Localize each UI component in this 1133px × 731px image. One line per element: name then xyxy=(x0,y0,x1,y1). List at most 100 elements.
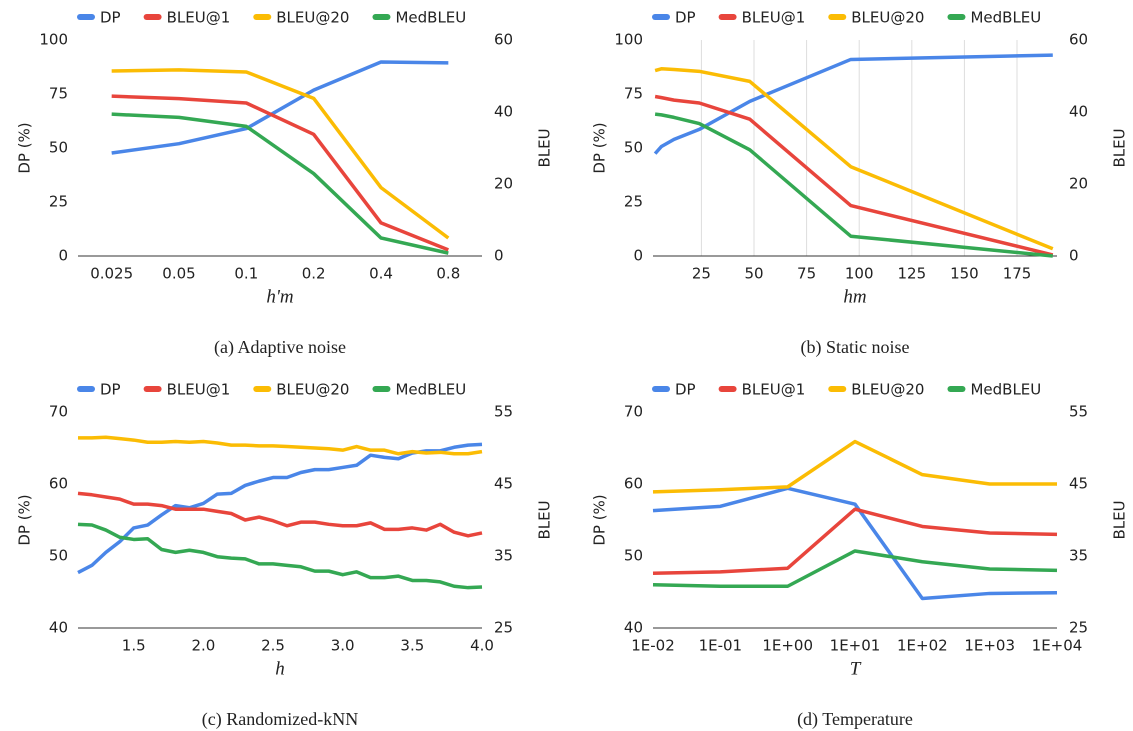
x-tick-label: 0.8 xyxy=(436,265,460,283)
y-tick-label: 100 xyxy=(39,31,68,49)
x-tick-label: 75 xyxy=(797,265,816,283)
y2-tick-label: 40 xyxy=(1069,103,1088,121)
y-tick-label: 40 xyxy=(49,619,68,637)
legend-label: MedBLEU xyxy=(395,381,466,399)
y2-tick-label: 55 xyxy=(1069,403,1088,421)
y-tick-label: 40 xyxy=(624,619,643,637)
legend-label: DP xyxy=(675,9,696,27)
series-line xyxy=(654,94,1054,257)
x-tick-label: 0.025 xyxy=(90,265,133,283)
x-tick-label: 2.0 xyxy=(191,637,215,655)
legend-label: BLEU@1 xyxy=(742,381,806,399)
x-tick-label: 1E+04 xyxy=(1032,637,1083,655)
caption: (b) Static noise xyxy=(801,337,910,358)
series-line xyxy=(78,435,483,456)
x-tick-label: 175 xyxy=(1003,265,1032,283)
series-line xyxy=(652,486,1058,601)
y-tick-label: 25 xyxy=(624,193,643,211)
x-tick-label: 50 xyxy=(744,265,763,283)
x-axis-label: T xyxy=(850,658,862,679)
series-line xyxy=(111,94,449,252)
y-tick-label: 100 xyxy=(614,31,643,49)
x-tick-label: 1E+03 xyxy=(964,637,1015,655)
series-line xyxy=(654,112,1053,258)
x-tick-label: 3.5 xyxy=(400,637,424,655)
y2-tick-label: 60 xyxy=(494,31,513,49)
legend-label: BLEU@1 xyxy=(167,381,231,399)
y-tick-label: 50 xyxy=(49,139,68,157)
caption: (a) Adaptive noise xyxy=(214,337,346,358)
y-tick-label: 0 xyxy=(58,247,68,265)
x-axis-label: hm xyxy=(843,286,866,307)
legend-label: BLEU@20 xyxy=(851,381,924,399)
y-tick-label: 75 xyxy=(624,85,643,103)
y-tick-label: 75 xyxy=(49,85,68,103)
x-tick-label: 1E+00 xyxy=(762,637,813,655)
series-line xyxy=(111,60,449,155)
legend-label: BLEU@1 xyxy=(167,9,231,27)
y2-tick-label: 45 xyxy=(1069,475,1088,493)
x-axis-label: h xyxy=(275,658,285,679)
series-line xyxy=(77,491,483,538)
y-axis-label: DP (%) xyxy=(591,494,609,545)
y2-tick-label: 60 xyxy=(1069,31,1088,49)
y2-tick-label: 20 xyxy=(1069,175,1088,193)
legend-label: BLEU@20 xyxy=(276,381,349,399)
x-tick-label: 0.05 xyxy=(162,265,195,283)
y-tick-label: 0 xyxy=(633,247,643,265)
x-tick-label: 0.4 xyxy=(369,265,393,283)
caption: (c) Randomized-kNN xyxy=(202,709,358,730)
y-tick-label: 50 xyxy=(49,547,68,565)
y2-tick-label: 25 xyxy=(494,619,513,637)
series-line xyxy=(77,442,483,575)
y2-tick-label: 35 xyxy=(1069,547,1088,565)
y-tick-label: 50 xyxy=(624,547,643,565)
x-tick-label: 1E+02 xyxy=(897,637,948,655)
y-axis-label: DP (%) xyxy=(591,122,609,173)
y2-tick-label: 45 xyxy=(494,475,513,493)
y2-axis-label: BLEU xyxy=(1111,500,1129,539)
legend-label: MedBLEU xyxy=(395,9,466,27)
legend-label: DP xyxy=(100,9,121,27)
series-line xyxy=(77,522,483,590)
series-line xyxy=(652,549,1058,588)
y-tick-label: 70 xyxy=(49,403,68,421)
legend-label: MedBLEU xyxy=(970,381,1041,399)
y2-tick-label: 20 xyxy=(494,175,513,193)
x-axis-label: h'm xyxy=(266,286,293,307)
series-line xyxy=(654,67,1054,251)
x-tick-label: 150 xyxy=(950,265,979,283)
legend-label: BLEU@20 xyxy=(851,9,924,27)
x-tick-label: 1E-01 xyxy=(699,637,743,655)
y2-axis-label: BLEU xyxy=(1111,128,1129,167)
legend-label: BLEU@20 xyxy=(276,9,349,27)
legend-label: BLEU@1 xyxy=(742,9,806,27)
y-axis-label: DP (%) xyxy=(16,494,34,545)
legend-label: DP xyxy=(100,381,121,399)
series-line xyxy=(652,439,1057,494)
y-tick-label: 60 xyxy=(49,475,68,493)
y2-tick-label: 40 xyxy=(494,103,513,121)
series-line xyxy=(653,53,1053,155)
y-tick-label: 70 xyxy=(624,403,643,421)
x-tick-label: 125 xyxy=(897,265,926,283)
series-line xyxy=(111,112,449,255)
y2-tick-label: 0 xyxy=(1069,247,1079,265)
y2-axis-label: BLEU xyxy=(536,500,554,539)
x-tick-label: 1E-02 xyxy=(631,637,675,655)
y2-tick-label: 25 xyxy=(1069,619,1088,637)
y2-tick-label: 55 xyxy=(494,403,513,421)
x-tick-label: 100 xyxy=(845,265,874,283)
y-axis-label: DP (%) xyxy=(16,122,34,173)
y2-tick-label: 35 xyxy=(494,547,513,565)
y-tick-label: 50 xyxy=(624,139,643,157)
y-tick-label: 25 xyxy=(49,193,68,211)
legend-label: MedBLEU xyxy=(970,9,1041,27)
series-line xyxy=(652,507,1058,576)
series-line xyxy=(111,68,450,240)
x-tick-label: 4.0 xyxy=(470,637,494,655)
caption: (d) Temperature xyxy=(797,709,913,730)
y2-tick-label: 0 xyxy=(494,247,504,265)
